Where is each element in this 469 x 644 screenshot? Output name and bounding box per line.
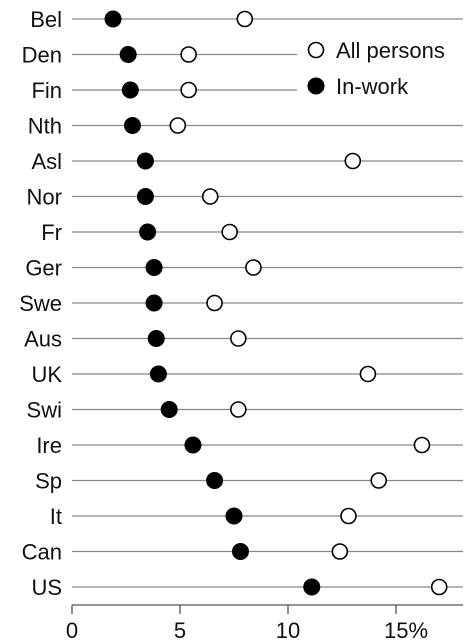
category-label-den: Den — [22, 43, 62, 68]
in-work-marker-uk — [149, 365, 167, 383]
in-work-marker-fr — [139, 223, 157, 241]
all-persons-marker-nth — [169, 117, 187, 134]
x-tick-label-5: 5 — [174, 618, 186, 643]
in-work-marker-can — [231, 543, 249, 560]
legend: All persons In-work — [307, 38, 445, 99]
in-work-marker-fin — [121, 81, 139, 99]
in-work-marker-sp — [206, 472, 224, 489]
in-work-marker-swe — [145, 294, 163, 312]
in-work-marker-ire — [184, 436, 202, 454]
in-work-marker-nor — [136, 188, 154, 205]
category-label-bel: Bel — [30, 7, 62, 32]
legend-label-in-work: In-work — [336, 74, 409, 99]
in-work-marker-bel — [104, 10, 122, 28]
x-tick-label-15: 15% — [384, 618, 428, 643]
x-tick-label-10: 10 — [276, 618, 300, 643]
category-label-ire: Ire — [36, 433, 62, 458]
category-label-it: It — [50, 504, 62, 529]
data-marks — [104, 10, 448, 596]
in-work-marker-ger — [145, 259, 163, 276]
all-persons-marker-ger — [245, 259, 262, 276]
all-persons-marker-fin — [180, 81, 197, 99]
category-label-ger: Ger — [25, 256, 62, 281]
legend-marker-in-work — [307, 77, 325, 95]
category-label-swi: Swi — [27, 398, 62, 423]
all-persons-marker-can — [331, 543, 349, 560]
in-work-marker-us — [303, 578, 321, 596]
category-label-us: US — [31, 575, 62, 600]
in-work-marker-asl — [136, 152, 154, 170]
category-label-asl: Asl — [31, 149, 62, 174]
category-label-can: Can — [22, 540, 62, 565]
category-label-fr: Fr — [41, 220, 62, 245]
all-persons-marker-den — [180, 46, 197, 63]
all-persons-marker-swi — [230, 401, 247, 418]
all-persons-marker-bel — [236, 10, 254, 28]
in-work-marker-nth — [123, 117, 141, 134]
category-label-aus: Aus — [24, 327, 62, 352]
all-persons-marker-it — [340, 507, 357, 525]
all-persons-marker-uk — [359, 365, 377, 383]
category-label-nth: Nth — [28, 114, 62, 139]
legend-label-all-persons: All persons — [336, 38, 445, 63]
x-axis: 0 5 10 15% — [66, 604, 463, 643]
row-gridlines — [72, 18, 463, 588]
in-work-marker-swi — [160, 401, 178, 418]
all-persons-marker-ire — [413, 436, 431, 454]
in-work-marker-den — [119, 46, 137, 63]
all-persons-marker-asl — [344, 152, 362, 170]
category-label-swe: Swe — [19, 291, 62, 316]
all-persons-marker-aus — [230, 330, 247, 347]
category-label-fin: Fin — [31, 78, 62, 103]
category-label-uk: UK — [31, 362, 62, 387]
category-label-nor: Nor — [27, 185, 62, 210]
legend-box — [297, 33, 469, 103]
all-persons-marker-fr — [221, 223, 238, 241]
legend-marker-all-persons — [307, 41, 325, 59]
all-persons-marker-us — [430, 578, 448, 596]
all-persons-marker-nor — [201, 188, 219, 205]
legend-background — [297, 33, 469, 103]
x-tick-label-0: 0 — [66, 618, 78, 643]
in-work-marker-it — [225, 507, 243, 525]
in-work-marker-aus — [147, 330, 165, 347]
all-persons-marker-swe — [206, 294, 223, 312]
category-label-sp: Sp — [35, 469, 62, 494]
category-labels: Bel Den Fin Nth Asl Nor Fr Ger Swe Aus UK Swi Ire Sp I… — [19, 7, 62, 600]
all-persons-marker-sp — [370, 472, 388, 489]
